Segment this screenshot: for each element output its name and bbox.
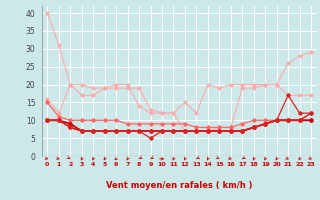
- X-axis label: Vent moyen/en rafales ( km/h ): Vent moyen/en rafales ( km/h ): [106, 181, 252, 190]
